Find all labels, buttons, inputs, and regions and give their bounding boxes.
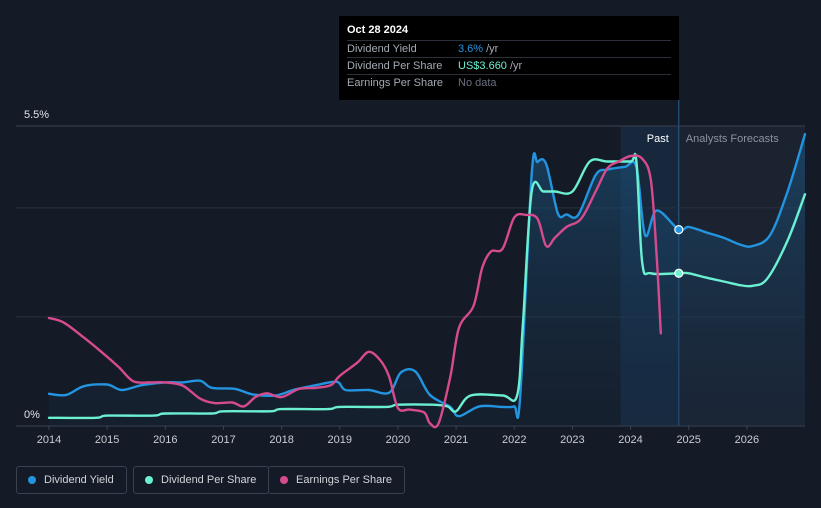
legend-dividend-yield[interactable]: Dividend Yield xyxy=(16,466,127,494)
tooltip-row-dividend-yield: Dividend Yield 3.6%/yr xyxy=(347,40,671,58)
legend-earnings-per-share[interactable]: Earnings Per Share xyxy=(268,466,405,494)
dividend-yield-marker xyxy=(674,225,684,235)
earnings-per-share-legend-dot-icon xyxy=(280,476,288,484)
tooltip-value-text: No data xyxy=(458,77,497,89)
x-tick-label: 2018 xyxy=(269,434,293,446)
dividend-per-share-line xyxy=(47,152,807,420)
x-tick-label: 2014 xyxy=(37,434,61,446)
x-tick-label: 2021 xyxy=(444,434,468,446)
x-tick-label: 2017 xyxy=(211,434,235,446)
legend-label: Dividend Per Share xyxy=(161,474,257,486)
x-tick-label: 2022 xyxy=(502,434,526,446)
tooltip-panel: Oct 28 2024 Dividend Yield 3.6%/yr Divid… xyxy=(339,16,679,100)
legend-label: Earnings Per Share xyxy=(296,474,392,486)
x-tick-label: 2026 xyxy=(735,434,759,446)
tooltip-label: Dividend Per Share xyxy=(347,60,443,72)
y-tick-label: 0% xyxy=(24,409,40,421)
x-tick-label: 2024 xyxy=(618,434,642,446)
x-tick-label: 2019 xyxy=(328,434,352,446)
dividend-per-share-legend-dot-icon xyxy=(145,476,153,484)
tooltip-label: Earnings Per Share xyxy=(347,77,443,89)
tooltip-value-text: 3.6% xyxy=(458,43,484,55)
earnings-per-share-line xyxy=(47,154,662,429)
tooltip-unit: /yr xyxy=(509,60,523,72)
dividend-per-share-marker xyxy=(674,268,684,278)
tooltip-unit: /yr xyxy=(486,43,499,55)
x-tick-label: 2025 xyxy=(676,434,700,446)
dividend-chart: 5.5% 0% 2014 2015 2016 2017 2018 2019 2020 2021 20… xyxy=(16,100,807,446)
dividend-yield-legend-dot-icon xyxy=(28,476,36,484)
x-tick-label: 2016 xyxy=(153,434,177,446)
tooltip-value: US$3.660/yr xyxy=(458,58,522,75)
x-tick-label: 2023 xyxy=(560,434,584,446)
y-tick-label: 5.5% xyxy=(24,109,49,121)
tooltip-value: No data xyxy=(458,75,497,92)
legend-dividend-per-share[interactable]: Dividend Per Share xyxy=(133,466,270,494)
tooltip-row-dividend-per-share: Dividend Per Share US$3.660/yr xyxy=(347,57,671,75)
x-tick-label: 2015 xyxy=(95,434,119,446)
tooltip-date: Oct 28 2024 xyxy=(347,24,409,36)
tooltip-value: 3.6%/yr xyxy=(458,41,498,58)
dividend-yield-area xyxy=(49,134,805,426)
tooltip-value-text: US$3.660 xyxy=(458,60,507,72)
legend-label: Dividend Yield xyxy=(44,474,114,486)
forecast-label: Analysts Forecasts xyxy=(686,133,779,145)
past-label: Past xyxy=(647,133,669,145)
x-tick-label: 2020 xyxy=(386,434,410,446)
tooltip-row-earnings-per-share: Earnings Per Share No data xyxy=(347,74,671,92)
tooltip-label: Dividend Yield xyxy=(347,43,417,55)
